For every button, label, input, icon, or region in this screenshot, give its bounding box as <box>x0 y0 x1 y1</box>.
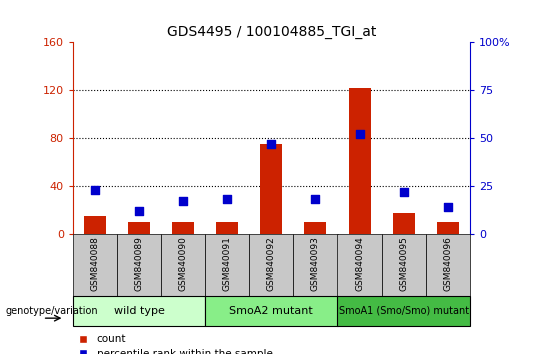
Bar <box>161 234 205 296</box>
Text: GSM840096: GSM840096 <box>443 236 452 291</box>
Bar <box>117 234 161 296</box>
Point <box>223 196 232 202</box>
Bar <box>393 213 415 234</box>
Text: GSM840088: GSM840088 <box>91 236 99 291</box>
Bar <box>437 222 459 234</box>
Bar <box>128 222 150 234</box>
Bar <box>205 234 249 296</box>
Point <box>399 189 408 194</box>
Legend: count, percentile rank within the sample: count, percentile rank within the sample <box>78 335 273 354</box>
Bar <box>73 234 117 296</box>
Point <box>91 187 99 193</box>
Bar <box>426 234 470 296</box>
Bar <box>216 222 238 234</box>
Bar <box>293 234 338 296</box>
Text: GSM840090: GSM840090 <box>179 236 188 291</box>
Text: genotype/variation: genotype/variation <box>5 306 98 316</box>
Bar <box>205 296 338 326</box>
Title: GDS4495 / 100104885_TGI_at: GDS4495 / 100104885_TGI_at <box>167 25 376 39</box>
Text: GSM840089: GSM840089 <box>134 236 144 291</box>
Text: GSM840092: GSM840092 <box>267 236 276 291</box>
Bar <box>84 216 106 234</box>
Bar <box>338 234 382 296</box>
Text: GSM840093: GSM840093 <box>311 236 320 291</box>
Point <box>311 196 320 202</box>
Bar <box>338 296 470 326</box>
Bar <box>249 234 293 296</box>
Bar <box>382 234 426 296</box>
Point <box>355 131 364 137</box>
Point <box>443 204 452 210</box>
Text: SmoA2 mutant: SmoA2 mutant <box>230 306 313 316</box>
Point <box>135 208 144 213</box>
Bar <box>260 144 282 234</box>
Text: GSM840095: GSM840095 <box>399 236 408 291</box>
Bar <box>172 222 194 234</box>
Bar <box>73 296 205 326</box>
Point <box>179 198 187 204</box>
Bar <box>305 222 327 234</box>
Point <box>267 141 275 147</box>
Text: GSM840094: GSM840094 <box>355 236 364 291</box>
Text: GSM840091: GSM840091 <box>223 236 232 291</box>
Bar <box>348 88 370 234</box>
Text: wild type: wild type <box>113 306 165 316</box>
Text: SmoA1 (Smo/Smo) mutant: SmoA1 (Smo/Smo) mutant <box>339 306 469 316</box>
